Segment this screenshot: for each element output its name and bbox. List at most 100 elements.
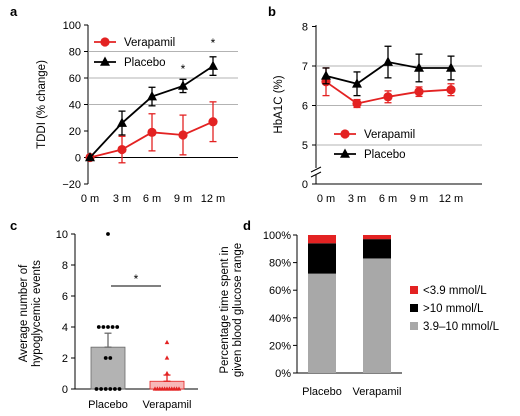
panel-c-point — [106, 232, 110, 236]
panel-b-x-tick-label: 9 m — [410, 193, 428, 205]
panel-d-x-tick-label: Verapamil — [353, 386, 402, 398]
panel-a-data-point — [208, 60, 218, 70]
panel-a-y-tick-label: −20 — [62, 179, 81, 191]
panel-c-point — [113, 387, 117, 391]
panel-a-data-point — [117, 144, 127, 155]
panel-b-y-tick-label: 6 — [302, 101, 308, 113]
panel-a-y-tick-label: 60 — [69, 73, 81, 85]
panel-a-data-point — [178, 130, 188, 140]
panel-b-y-label: HbA1C (%) — [273, 75, 285, 133]
panel-a-y-tick-label: 100 — [63, 20, 81, 32]
panel-b-data-point — [383, 56, 393, 66]
panel-a-legend-marker — [100, 37, 110, 47]
panel-b-data-point — [446, 85, 456, 95]
panel-c-point — [164, 355, 170, 360]
panel-b-x-tick-label: 3 m — [348, 193, 366, 205]
panel-b-data-point — [414, 62, 424, 72]
panel-a-legend-label: Placebo — [124, 57, 166, 69]
panel-d-bar-segment — [308, 235, 336, 244]
panel-d-legend-label: >10 mmol/L — [423, 303, 484, 315]
panel-d-bar-segment — [363, 235, 391, 240]
panel-b-legend-label: Verapamil — [364, 129, 415, 141]
panel-c-point — [103, 356, 108, 360]
panel-d-y-tick-label: 80% — [269, 258, 291, 270]
panel-c-point — [117, 387, 122, 391]
panel-c-point — [108, 356, 113, 360]
panel-d-y-tick-label: 60% — [269, 285, 291, 297]
panel-a-data-point — [117, 117, 127, 127]
panel-c-point — [96, 325, 101, 329]
panel-d-y-tick-label: 20% — [269, 340, 291, 352]
panel-c-significance: * — [134, 272, 139, 286]
panel-b-data-point — [383, 92, 393, 102]
panel-c-bar — [90, 346, 126, 390]
panel-d-bar-segment — [363, 258, 391, 373]
panel-b-y-tick-label: 5 — [302, 140, 308, 152]
panel-a-data-point — [208, 117, 218, 127]
panel-c-point — [176, 386, 182, 391]
panel-c-point — [110, 325, 115, 329]
panel-d-y-tick-label: 100% — [263, 230, 291, 242]
panel-b-x-tick-label: 12 m — [439, 193, 463, 205]
panel-d-bar-segment — [363, 239, 391, 259]
panel-a-y-tick-label: 20 — [69, 126, 81, 138]
panel-c-point — [99, 387, 103, 391]
panel-a-x-tick-label: 9 m — [174, 193, 192, 205]
panel-a-x-tick-label: 0 m — [81, 193, 99, 205]
panel-b-legend-marker — [340, 129, 350, 139]
panel-d-legend-swatch — [410, 304, 418, 312]
panel-b-data-point — [414, 87, 424, 97]
panel-a-x-tick-label: 12 m — [201, 193, 225, 205]
panel-d-legend-swatch — [410, 322, 418, 330]
panel-c-point — [101, 325, 106, 329]
panel-c-point — [164, 339, 170, 345]
panel-b-data-point — [352, 98, 362, 109]
panel-b-axis-break — [310, 171, 322, 178]
panel-d-y-tick-label: 40% — [269, 313, 291, 325]
panel-b-legend-marker — [340, 148, 350, 158]
panel-c-point — [94, 387, 99, 391]
panel-d-y-label: Percentage time spent ingiven blood gluc… — [219, 243, 244, 377]
panel-c-y-tick-label: 0 — [62, 384, 68, 396]
panel-a-data-point — [147, 127, 157, 137]
panel-a-significance: * — [211, 36, 216, 50]
panel-a-y-tick-label: 0 — [75, 153, 81, 165]
panel-c-point — [103, 387, 108, 391]
panel-b-data-point — [352, 78, 362, 88]
panel-c-y-label: Average number ofhypoglycemic events — [18, 260, 43, 367]
panel-a-x-tick-label: 3 m — [113, 193, 131, 205]
panel-a-data-point — [178, 80, 188, 90]
panel-d-bar-segment — [308, 243, 336, 274]
panel-c-label: c — [10, 218, 17, 233]
panel-d-x-tick-label: Placebo — [302, 386, 342, 398]
panel-d-legend-swatch — [410, 286, 418, 294]
panel-a-y-tick-label: 80 — [69, 47, 81, 59]
panel-a-legend-label: Verapamil — [124, 37, 175, 49]
panel-d-legend-label: <3.9 mmol/L — [423, 285, 487, 297]
panel-b-x-tick-label: 6 m — [379, 193, 397, 205]
panel-d-bar-segment — [308, 273, 336, 373]
panel-a-x-tick-label: 6 m — [143, 193, 161, 205]
panel-a-legend-marker — [100, 56, 110, 66]
panel-b-data-point — [321, 70, 331, 80]
panel-d-label: d — [243, 218, 251, 233]
panel-b-legend-label: Placebo — [364, 149, 406, 161]
panel-b-axis-break — [310, 166, 322, 173]
panel-a-data-point — [147, 91, 157, 101]
panel-c-y-tick-label: 6 — [62, 291, 68, 303]
panel-b-x-tick-label: 0 m — [317, 193, 335, 205]
panel-d-legend-label: 3.9–10 mmol/L — [423, 321, 500, 333]
panel-a-y-tick-label: 40 — [69, 100, 81, 112]
panel-c-point — [164, 370, 170, 376]
panel-c-point — [108, 387, 113, 391]
panel-c-x-tick-label: Placebo — [88, 399, 128, 411]
panel-b-y-tick-label: 7 — [302, 61, 308, 73]
panel-c-point — [106, 325, 110, 329]
panel-c-y-tick-label: 2 — [62, 353, 68, 365]
panel-a-data-point — [85, 152, 95, 162]
panel-c-x-tick-label: Verapamil — [143, 399, 192, 411]
panel-b-data-point — [446, 62, 456, 72]
panel-b-label: b — [268, 4, 276, 19]
panel-b-y-tick-label: 0 — [302, 179, 308, 191]
